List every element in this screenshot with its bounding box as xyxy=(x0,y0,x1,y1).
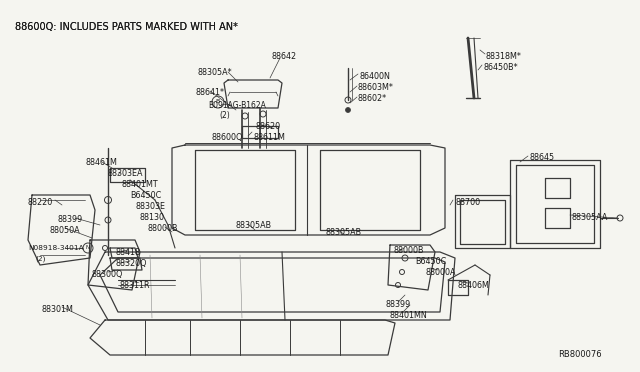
Text: 86400N: 86400N xyxy=(360,72,391,81)
Text: 88305AB: 88305AB xyxy=(235,221,271,230)
Circle shape xyxy=(346,108,351,112)
Text: (2): (2) xyxy=(35,256,45,263)
Text: 86450B*: 86450B* xyxy=(483,63,518,72)
Text: B6450C: B6450C xyxy=(130,191,161,200)
Text: 88602*: 88602* xyxy=(358,94,387,103)
Text: 88305AA: 88305AA xyxy=(572,213,609,222)
Text: 88303E: 88303E xyxy=(135,202,165,211)
Text: 88000A: 88000A xyxy=(425,268,456,277)
Text: N08918-3401A: N08918-3401A xyxy=(28,245,84,251)
Text: B6450C: B6450C xyxy=(415,257,446,266)
Text: 88461M: 88461M xyxy=(86,158,118,167)
Text: 88318M*: 88318M* xyxy=(486,52,522,61)
Text: 88600Q: INCLUDES PARTS MARKED WITH AN*: 88600Q: INCLUDES PARTS MARKED WITH AN* xyxy=(15,22,238,32)
Text: 88050A: 88050A xyxy=(50,226,81,235)
Text: B: B xyxy=(215,99,220,104)
Text: 88311R: 88311R xyxy=(120,281,150,290)
Text: 88399: 88399 xyxy=(58,215,83,224)
Text: 88130: 88130 xyxy=(140,213,165,222)
Text: 88305AB: 88305AB xyxy=(325,228,361,237)
Text: 88600Q: INCLUDES PARTS MARKED WITH AN*: 88600Q: INCLUDES PARTS MARKED WITH AN* xyxy=(15,22,238,32)
Text: 88642: 88642 xyxy=(272,52,297,61)
Text: 88301M: 88301M xyxy=(42,305,74,314)
Text: 88303EA: 88303EA xyxy=(108,169,143,178)
Text: (2): (2) xyxy=(219,111,230,120)
Text: 88305A*: 88305A* xyxy=(198,68,232,77)
Text: B091AG-B162A: B091AG-B162A xyxy=(208,101,266,110)
Text: 88620: 88620 xyxy=(255,122,280,131)
Text: 88220: 88220 xyxy=(28,198,53,207)
Text: 88600Q: 88600Q xyxy=(212,133,243,142)
Text: 88406M: 88406M xyxy=(457,281,489,290)
Text: 88000B: 88000B xyxy=(393,246,424,255)
Text: 88401MT: 88401MT xyxy=(122,180,159,189)
Text: N: N xyxy=(85,245,89,250)
Text: 88700: 88700 xyxy=(455,198,480,207)
Text: 88399: 88399 xyxy=(385,300,410,309)
Text: 88645: 88645 xyxy=(530,153,555,162)
Text: 88641*: 88641* xyxy=(195,88,224,97)
Text: 88418: 88418 xyxy=(115,248,140,257)
Text: 88603M*: 88603M* xyxy=(358,83,394,92)
Text: 88320Q: 88320Q xyxy=(115,259,147,268)
Text: 88401MN: 88401MN xyxy=(390,311,428,320)
Text: RB800076: RB800076 xyxy=(558,350,602,359)
Text: 88000B: 88000B xyxy=(148,224,179,233)
Text: 88611M: 88611M xyxy=(253,133,285,142)
Text: 88300Q: 88300Q xyxy=(92,270,124,279)
